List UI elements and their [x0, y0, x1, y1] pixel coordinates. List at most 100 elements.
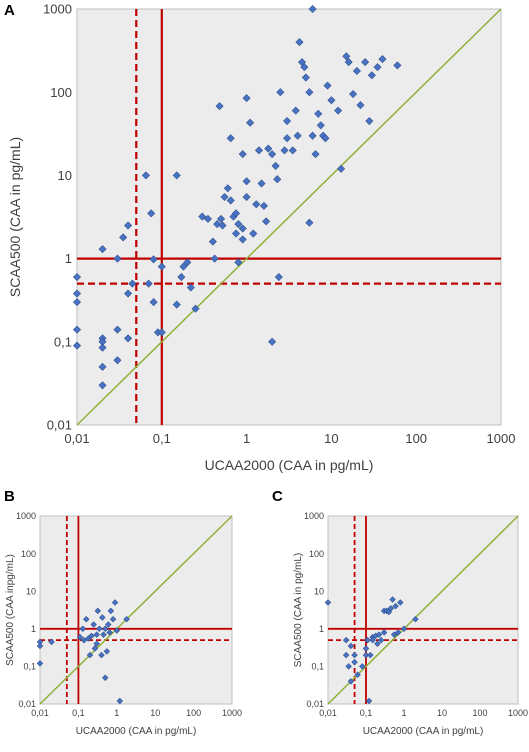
data-point: [186, 283, 195, 292]
y-tick-label: 0,1: [23, 662, 36, 672]
data-point: [109, 615, 117, 623]
data-point: [321, 134, 330, 143]
data-point: [352, 66, 361, 75]
data-point: [300, 63, 309, 72]
data-point: [273, 175, 282, 184]
x-tick-label: 1000: [508, 708, 528, 718]
x-tick-label: 0,1: [72, 708, 85, 718]
chart-c: 0,01 0,1 1 10 100 1000 0,01 0,1 1 10 100 1000 UCAA20…: [293, 511, 528, 737]
data-point: [79, 625, 86, 633]
data-point: [98, 245, 107, 254]
data-point: [242, 192, 251, 202]
data-point: [76, 633, 84, 641]
y-axis-label: SCAA500 (CAA in pg/mL): [293, 553, 304, 668]
identity-line: [327, 515, 519, 705]
data-point: [375, 631, 383, 638]
data-point: [288, 146, 297, 155]
data-point: [246, 118, 255, 127]
data-point: [83, 615, 90, 623]
data-point: [215, 102, 224, 111]
data-point: [365, 697, 373, 705]
x-tick-label: 1: [401, 708, 406, 718]
y-tick-label: 1: [65, 251, 72, 266]
x-tick-label: 1: [243, 431, 250, 446]
data-point: [374, 640, 381, 647]
y-tick-label: 0,1: [311, 662, 324, 672]
data-point: [271, 161, 280, 170]
data-point: [362, 651, 370, 659]
data-point: [72, 289, 82, 298]
x-tick-label: 100: [405, 431, 427, 446]
data-point: [242, 94, 251, 103]
data-point: [364, 636, 371, 644]
data-point: [238, 235, 247, 244]
chart-a: 0,01 0,1 1 10 100 1000 0,01 0,1 1 10 100 1000 UCAA20…: [7, 2, 515, 473]
x-axis-label: UCAA2000 (CAA in pg/mL): [76, 726, 197, 737]
data-point: [362, 645, 370, 652]
data-point: [249, 229, 258, 238]
data-point: [96, 625, 103, 633]
data-point: [149, 255, 158, 264]
data-point: [100, 631, 107, 638]
data-point: [311, 150, 320, 159]
data-point: [276, 88, 285, 97]
data-point: [351, 651, 358, 659]
x-axis-label: UCAA2000 (CAA in pg/mL): [205, 457, 374, 473]
y-tick-label: 1: [31, 624, 36, 634]
data-point: [149, 298, 158, 307]
data-point: [324, 599, 332, 606]
data-point: [88, 632, 95, 640]
data-point: [342, 636, 350, 644]
data-point: [369, 636, 376, 644]
data-point: [124, 289, 133, 298]
data-point: [393, 61, 402, 70]
data-point: [116, 697, 124, 705]
data-point: [295, 38, 304, 47]
data-point: [106, 629, 113, 636]
panel-b: B 0,01 0,1 1 10 100 1000 0,01 0,1 1 10 100 1000 UCAA…: [0, 480, 262, 747]
data-point: [323, 81, 332, 90]
data-point: [293, 131, 302, 140]
data-point: [217, 214, 226, 223]
data-point: [90, 621, 97, 628]
data-point: [99, 614, 106, 621]
data-point: [93, 640, 100, 647]
data-point: [231, 209, 241, 218]
data-point: [347, 678, 355, 685]
data-point: [86, 651, 94, 659]
data-point: [394, 629, 402, 636]
data-point: [105, 621, 112, 628]
data-point: [113, 627, 121, 634]
data-point: [124, 221, 133, 230]
data-point: [327, 96, 336, 105]
data-point: [390, 631, 398, 638]
data-point: [124, 334, 133, 343]
data-point: [345, 663, 352, 670]
x-tick-label: 0,01: [64, 431, 89, 446]
data-point: [387, 605, 395, 612]
data-point: [210, 254, 219, 263]
data-point: [389, 596, 396, 603]
y-tick-label: 10: [58, 168, 72, 183]
data-point: [367, 651, 374, 659]
data-point: [361, 58, 370, 67]
y-tick-label: 100: [309, 549, 324, 559]
data-point: [91, 645, 99, 652]
x-tick-label: 1000: [222, 708, 242, 718]
x-tick-label: 100: [186, 708, 201, 718]
data-point: [392, 602, 399, 610]
data-point: [314, 109, 323, 118]
data-point: [119, 233, 128, 242]
data-point: [157, 262, 166, 271]
data-point: [308, 4, 317, 14]
data-point: [283, 117, 292, 126]
data-point: [301, 73, 310, 82]
y-tick-label: 0,01: [306, 699, 324, 709]
data-point: [254, 146, 264, 155]
data-point: [356, 101, 365, 110]
y-axis-label: SCAA500 (CAA inpg/mL): [5, 554, 16, 666]
x-tick-label: 10: [324, 431, 338, 446]
panel-c-label: C: [272, 488, 283, 505]
x-tick-label: 0,1: [360, 708, 373, 718]
data-point: [218, 221, 227, 230]
